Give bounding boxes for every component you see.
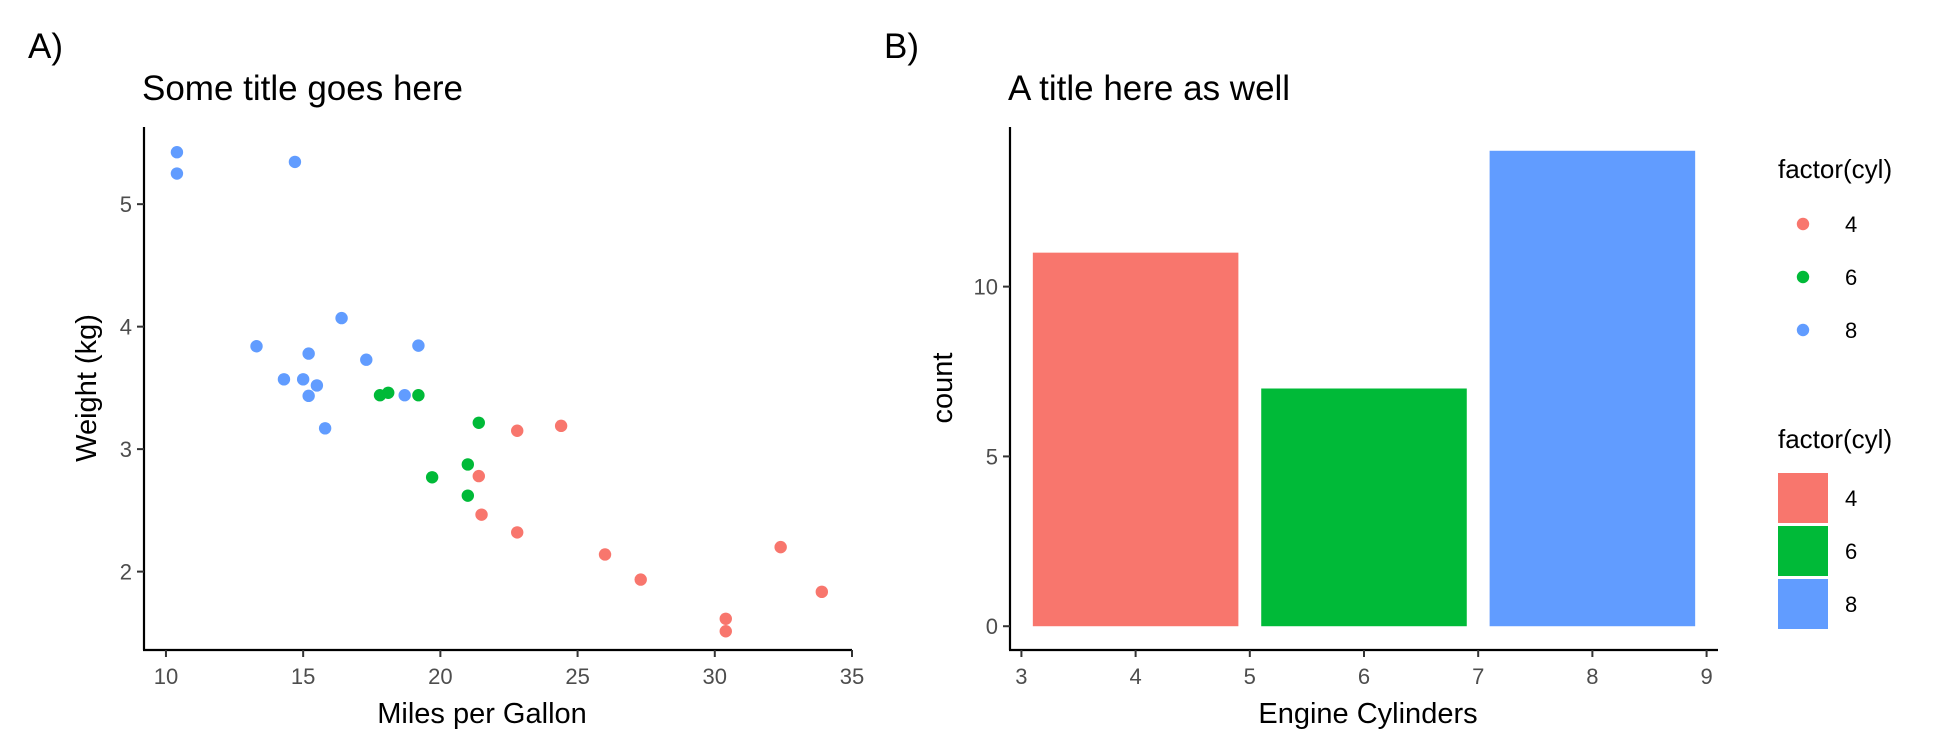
legend-fill-label: 8 <box>1845 592 1857 617</box>
scatter-point-cyl-8 <box>398 389 411 402</box>
scatter-point-cyl-4 <box>719 612 732 625</box>
legend-point-key <box>1796 323 1810 337</box>
scatter-y-ticks: 2 3 4 5 <box>120 192 144 585</box>
bar-x-tick-label: 6 <box>1358 664 1370 689</box>
scatter-point-cyl-8 <box>170 167 184 180</box>
scatter-x-ticks: 10 15 20 25 30 35 <box>154 650 864 689</box>
bar-x-tick-label: 4 <box>1129 664 1141 689</box>
scatter-y-tick-label: 2 <box>120 560 132 585</box>
scatter-point-cyl-8 <box>360 353 373 366</box>
scatter-point-cyl-4 <box>472 469 485 483</box>
scatter-point-cyl-8 <box>302 389 315 403</box>
scatter-point-cyl-6 <box>461 489 475 502</box>
scatter-point-cyl-4 <box>719 625 732 638</box>
panel-b-tag: B) <box>884 27 919 66</box>
legend-fill-label: 6 <box>1845 539 1857 564</box>
bar-x-tick-label: 3 <box>1015 664 1027 689</box>
legend-fill-title: factor(cyl) <box>1778 424 1892 454</box>
scatter-point-cyl-8 <box>335 311 348 325</box>
scatter-point-cyl-6 <box>412 389 425 402</box>
scatter-x-tick-label: 30 <box>703 664 727 689</box>
bar-x-tick-label: 8 <box>1586 664 1598 689</box>
panel-b: B) A title here as well 0 5 10 3 4 5 6 7 8 9 Eng… <box>884 27 1718 730</box>
scatter-point-cyl-4 <box>598 548 612 561</box>
bar-cyl-8 <box>1489 150 1696 627</box>
bar-rects <box>1032 150 1696 627</box>
legend-fill: factor(cyl) 4 6 8 <box>1778 424 1892 629</box>
legend-fill-label: 4 <box>1845 486 1857 511</box>
scatter-y-axis-title: Weight (kg) <box>71 314 103 462</box>
scatter-point-cyl-8 <box>296 373 310 386</box>
bar-x-ticks: 3 4 5 6 7 8 9 <box>1015 650 1713 689</box>
legend-point-title: factor(cyl) <box>1778 154 1892 184</box>
scatter-point-cyl-6 <box>472 416 485 429</box>
scatter-point-cyl-4 <box>511 526 524 539</box>
panel-a: A) Some title goes here 2 3 4 5 10 15 20 25 30 3… <box>28 27 864 730</box>
bar-cyl-6 <box>1261 388 1467 627</box>
scatter-point-cyl-4 <box>554 419 568 433</box>
panel-a-tag: A) <box>28 27 63 66</box>
scatter-y-tick-label: 4 <box>120 315 132 340</box>
bar-x-tick-label: 7 <box>1472 664 1484 689</box>
legend-point-label: 6 <box>1845 265 1857 290</box>
scatter-title: Some title goes here <box>142 69 463 108</box>
legend-point: factor(cyl) 4 6 8 <box>1778 154 1892 343</box>
bar-x-tick-label: 5 <box>1244 664 1256 689</box>
bar-y-tick-label: 0 <box>986 614 998 639</box>
scatter-x-tick-label: 20 <box>428 664 452 689</box>
scatter-y-tick-label: 5 <box>120 192 132 217</box>
scatter-x-tick-label: 35 <box>840 664 864 689</box>
scatter-x-axis-title: Miles per Gallon <box>377 698 587 730</box>
scatter-y-tick-label: 3 <box>120 437 132 462</box>
scatter-point-cyl-4 <box>511 424 524 437</box>
scatter-point-cyl-8 <box>288 155 302 169</box>
scatter-point-cyl-4 <box>774 540 787 554</box>
bar-y-tick-label: 10 <box>974 275 998 300</box>
legend-point-label: 4 <box>1845 212 1857 237</box>
scatter-point-cyl-8 <box>412 339 425 352</box>
scatter-point-cyl-8 <box>310 379 324 392</box>
scatter-point-cyl-8 <box>170 146 184 159</box>
bar-x-axis-title: Engine Cylinders <box>1258 698 1477 730</box>
scatter-point-cyl-6 <box>461 458 475 471</box>
legend-point-label: 8 <box>1845 318 1857 343</box>
scatter-point-cyl-8 <box>250 340 263 353</box>
scatter-x-tick-label: 15 <box>291 664 315 689</box>
scatter-point-cyl-4 <box>475 508 488 521</box>
scatter-point-cyl-8 <box>302 347 315 360</box>
scatter-point-cyl-6 <box>425 471 439 484</box>
scatter-point-cyl-8 <box>277 373 291 386</box>
legend-point-key <box>1796 270 1810 284</box>
legend-fill-key <box>1778 473 1828 523</box>
bar-title: A title here as well <box>1008 69 1290 108</box>
scatter-points <box>170 146 829 638</box>
scatter-point-cyl-4 <box>815 585 829 599</box>
legend-fill-key <box>1778 526 1828 576</box>
scatter-point-cyl-6 <box>373 389 387 402</box>
scatter-x-tick-label: 25 <box>565 664 589 689</box>
bar-y-ticks: 0 5 10 <box>974 275 1010 639</box>
scatter-point-cyl-4 <box>634 573 647 586</box>
bar-x-tick-label: 9 <box>1700 664 1712 689</box>
scatter-point-cyl-8 <box>318 422 332 435</box>
bar-cyl-4 <box>1032 252 1239 627</box>
bar-y-tick-label: 5 <box>986 444 998 469</box>
legend-point-key <box>1796 217 1810 231</box>
bar-y-axis-title: count <box>927 353 959 424</box>
legend-fill-key <box>1778 579 1828 629</box>
scatter-x-tick-label: 10 <box>154 664 178 689</box>
